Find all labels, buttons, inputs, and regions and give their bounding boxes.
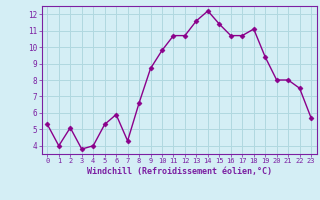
X-axis label: Windchill (Refroidissement éolien,°C): Windchill (Refroidissement éolien,°C) xyxy=(87,167,272,176)
